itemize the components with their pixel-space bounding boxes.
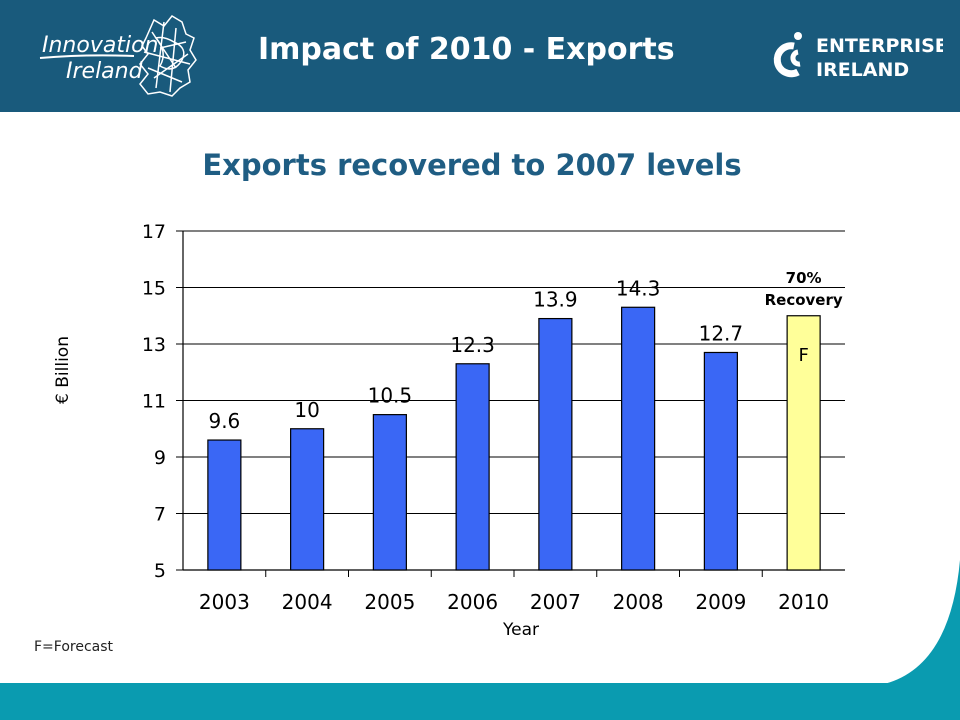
right-logo-line2: IRELAND — [816, 59, 909, 81]
x-tick-label: 2005 — [364, 590, 415, 614]
header-bar: Innovation Ireland Impact of 2010 - Expo… — [0, 0, 960, 112]
annotation-line2: Recovery — [765, 291, 843, 309]
data-label: 12.3 — [450, 333, 495, 357]
left-logo-line2: Ireland — [66, 59, 144, 84]
y-tick-label: 7 — [154, 504, 166, 526]
data-label-forecast: F — [798, 345, 808, 366]
forecast-footnote: F=Forecast — [34, 639, 114, 655]
bar-2003 — [207, 439, 242, 571]
bar-2005 — [372, 414, 407, 571]
data-label: 13.9 — [533, 288, 578, 312]
bar-2007 — [538, 317, 573, 571]
data-label: 9.6 — [208, 409, 240, 433]
y-tick-label: 11 — [142, 391, 166, 413]
x-tick-label: 2003 — [199, 590, 250, 614]
bar-2004 — [290, 428, 325, 571]
enterprise-ireland-swirl-icon — [773, 32, 802, 78]
footer-bar — [0, 683, 960, 720]
chart-title: Exports recovered to 2007 levels — [202, 148, 742, 182]
enterprise-ireland-logo: ENTERPRISE IRELAND — [768, 30, 948, 89]
bar-2010 — [786, 315, 821, 571]
ireland-map-icon — [139, 15, 197, 97]
x-tick-label: 2004 — [282, 590, 333, 614]
y-tick-label: 17 — [142, 221, 166, 243]
annotation-line1: 70% — [786, 269, 822, 287]
y-tick-label: 5 — [154, 560, 166, 582]
data-label: 14.3 — [616, 276, 661, 300]
data-label: 10.5 — [368, 384, 413, 408]
x-tick-label: 2007 — [530, 590, 581, 614]
x-tick-label: 2009 — [695, 590, 746, 614]
data-label: 12.7 — [699, 321, 744, 345]
bar-2006 — [455, 363, 490, 571]
innovation-ireland-logo: Innovation Ireland — [36, 8, 201, 107]
data-label: 10 — [294, 398, 319, 422]
x-tick-label: 2008 — [613, 590, 664, 614]
bar-2008 — [621, 306, 656, 571]
x-tick-label: 2006 — [447, 590, 498, 614]
y-tick-label: 9 — [154, 447, 166, 469]
left-logo-line1: Innovation — [42, 33, 158, 58]
y-tick-label: 13 — [142, 334, 166, 356]
x-tick-label: 2010 — [778, 590, 829, 614]
bar-2009 — [703, 351, 738, 571]
right-logo-line1: ENTERPRISE — [816, 35, 943, 57]
x-axis-title: Year — [502, 620, 539, 640]
header-title: Impact of 2010 - Exports — [258, 32, 675, 67]
y-axis-title: € Billion — [53, 336, 73, 404]
y-tick-label: 15 — [142, 278, 166, 300]
footer-curve-decoration — [880, 560, 960, 685]
